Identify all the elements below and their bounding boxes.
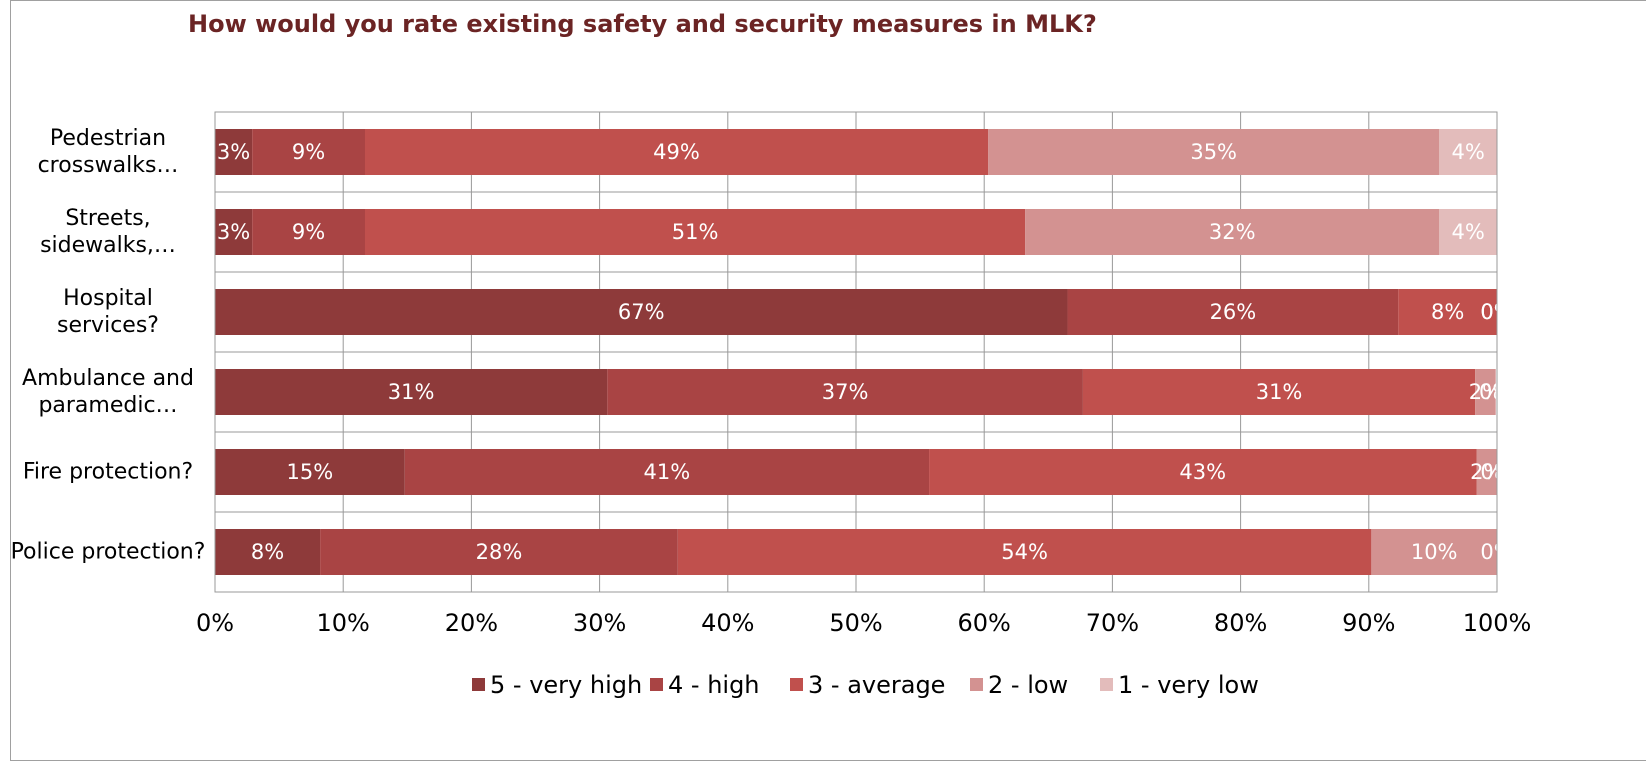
frame [10, 0, 1646, 761]
bar-segment [1067, 289, 1399, 335]
x-tick-label: 70% [1086, 609, 1139, 637]
data-label: 15% [287, 460, 334, 484]
bar-segment [677, 529, 1372, 575]
x-tick-label: 100% [1463, 609, 1532, 637]
y-tick-label: Fire protection? [22, 459, 194, 485]
data-label: 41% [644, 460, 691, 484]
data-label: 10% [1411, 540, 1458, 564]
data-label: 31% [1256, 380, 1303, 404]
y-tick-label: Hospital services? [57, 286, 159, 338]
legend-label: 5 - very high [490, 671, 642, 699]
bar-segment [1398, 289, 1497, 335]
data-label: 67% [618, 300, 665, 324]
bar-segment [320, 529, 678, 575]
bar-segment [404, 449, 930, 495]
data-label: 8% [251, 540, 284, 564]
legend-swatch [650, 678, 663, 691]
x-tick-label: 40% [701, 609, 754, 637]
legend-swatch [472, 678, 485, 691]
bar-segment [1475, 369, 1496, 415]
data-label: 9% [292, 140, 325, 164]
bar-segment [1082, 369, 1476, 415]
data-label: 32% [1209, 220, 1256, 244]
bar-segment [364, 209, 1026, 255]
bar-segment [215, 129, 253, 175]
data-label: 2% [1470, 460, 1503, 484]
y-tick-label: Pedestrian crosswalks… [37, 126, 179, 178]
bar-segment [215, 449, 405, 495]
plot-border [214, 111, 1498, 593]
x-tick-label: 10% [317, 609, 370, 637]
y-tick-label: Streets, sidewalks,… [40, 206, 176, 258]
bar-segment [929, 449, 1477, 495]
bar-segment [252, 209, 365, 255]
data-label: 35% [1190, 140, 1237, 164]
legend-label: 2 - low [988, 671, 1068, 699]
bar-segment [607, 369, 1083, 415]
bar-segment [364, 129, 989, 175]
x-tick-label: 60% [958, 609, 1011, 637]
bar-segment [215, 369, 608, 415]
legend-label: 1 - very low [1118, 671, 1259, 699]
bar-segment [215, 529, 321, 575]
data-label: 8% [1431, 300, 1464, 324]
data-label: 31% [388, 380, 435, 404]
bar-segment [1371, 529, 1497, 575]
data-label: 54% [1001, 540, 1048, 564]
data-label: 0% [1479, 380, 1512, 404]
y-tick-label: Police protection? [10, 539, 206, 565]
x-tick-label: 90% [1342, 609, 1395, 637]
bar-segment [215, 209, 253, 255]
data-label: 4% [1451, 220, 1484, 244]
x-tick-label: 80% [1214, 609, 1267, 637]
data-label: 26% [1210, 300, 1257, 324]
x-tick-label: 0% [196, 609, 234, 637]
x-tick-label: 50% [829, 609, 882, 637]
y-tick-label: Ambulance and paramedic… [22, 366, 194, 418]
bar-segment [1439, 209, 1497, 255]
data-label: 4% [1451, 140, 1484, 164]
legend-swatch [790, 678, 803, 691]
data-label: 37% [822, 380, 869, 404]
data-label: 3% [217, 220, 250, 244]
data-label: 3% [217, 140, 250, 164]
bar-segment [215, 289, 1068, 335]
data-label: 49% [653, 140, 700, 164]
legend-label: 3 - average [808, 671, 945, 699]
data-label: 43% [1179, 460, 1226, 484]
x-tick-label: 30% [573, 609, 626, 637]
bar-segment [1025, 209, 1440, 255]
legend-label: 4 - high [668, 671, 760, 699]
bar-segment [988, 129, 1440, 175]
bar-segment [1476, 449, 1497, 495]
data-label: 9% [292, 220, 325, 244]
data-label: 51% [672, 220, 719, 244]
bar-segment [1439, 129, 1497, 175]
legend-swatch [970, 678, 983, 691]
data-label: 28% [476, 540, 523, 564]
chart-title: How would you rate existing safety and s… [188, 10, 1097, 38]
bar-segment [252, 129, 365, 175]
x-tick-label: 20% [445, 609, 498, 637]
legend-swatch [1100, 678, 1113, 691]
